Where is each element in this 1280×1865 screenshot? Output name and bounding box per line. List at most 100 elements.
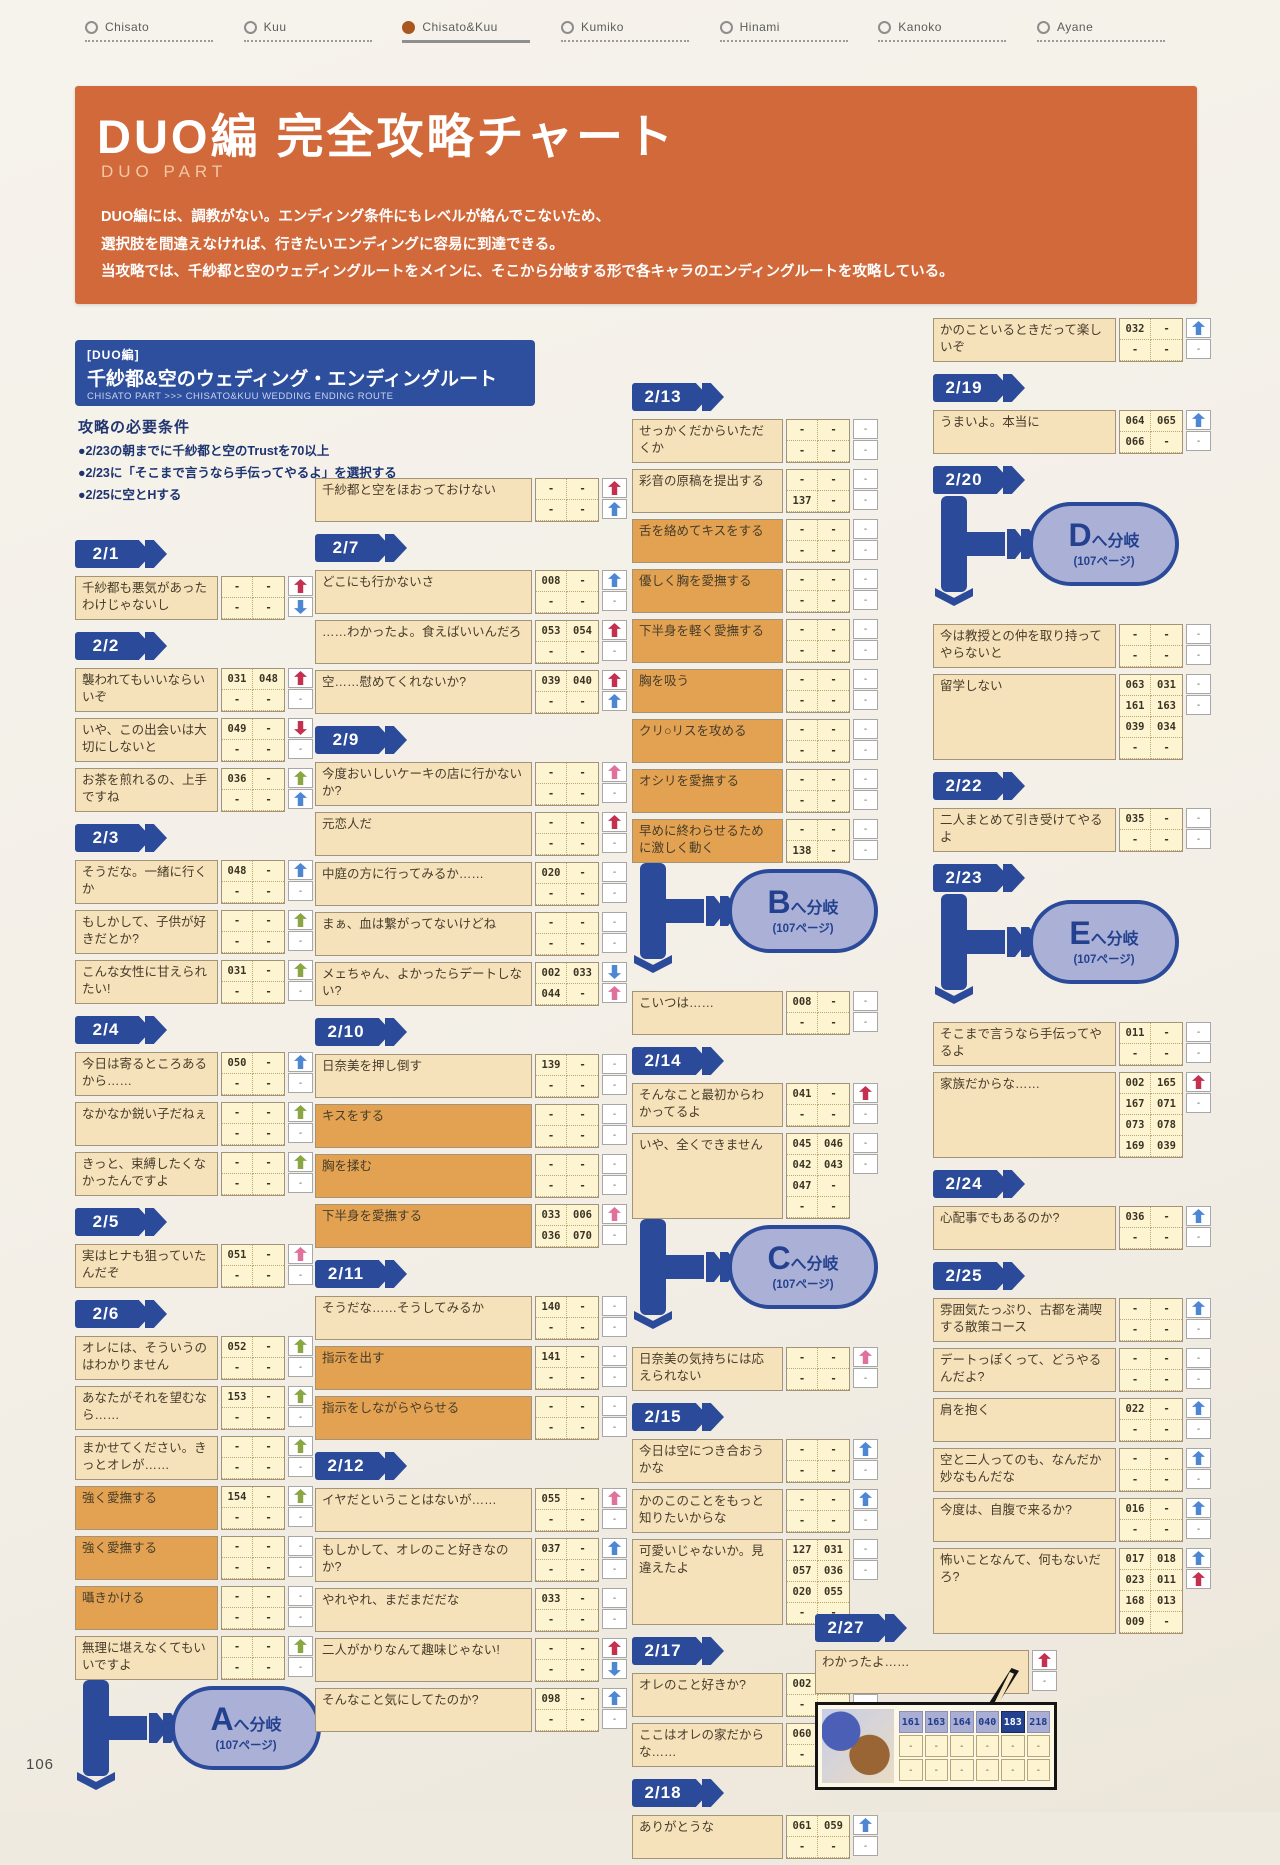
- choice-value-grid: ----: [786, 619, 850, 663]
- date-header: 2/19: [933, 374, 1211, 402]
- value-cell: -: [818, 1837, 849, 1858]
- value-cell: -: [1151, 1449, 1182, 1470]
- value-cell: -: [787, 1440, 818, 1461]
- value-cell: -: [818, 420, 849, 441]
- value-cell: -: [818, 570, 849, 591]
- choice-value-grid: ----: [535, 912, 599, 956]
- choice-row: 日奈美の気持ちには応えられない - - - - -: [632, 1347, 878, 1391]
- page-number: 106: [26, 1756, 55, 1773]
- value-cell: -: [1120, 1520, 1151, 1541]
- blue-up-arrow-icon: [1192, 1401, 1205, 1415]
- date-header: 2/1: [75, 540, 313, 568]
- arrow-cell: [1186, 1569, 1211, 1589]
- date-header: 2/23: [933, 864, 1211, 892]
- choice-row: そこまで言うなら手伝ってやるよ 011- - - - -: [933, 1022, 1211, 1066]
- arrow-dash-cell: -: [853, 1836, 878, 1856]
- flow-column: 2/1 千紗都も悪気があったわけじゃないし - - - -2/2 襲われてもいいならいいぞ 0…: [75, 540, 321, 1808]
- value-cell: 066: [1120, 432, 1151, 453]
- trust-arrow-column: -: [288, 960, 313, 1004]
- date-label: 2/12: [315, 1452, 377, 1480]
- value-cell: -: [787, 670, 818, 691]
- value-cell: -: [222, 740, 253, 761]
- value-cell: 002: [787, 1674, 818, 1695]
- value-cell: 033: [536, 1589, 567, 1610]
- route-title-box: [DUO編] 千紗都&空のウェディング・エンディングルート CHISATO PA…: [75, 340, 535, 406]
- value-cell: -: [787, 770, 818, 791]
- choice-row: 千紗都と空をほおっておけない - - - -: [315, 478, 627, 522]
- trust-arrow-column: --: [602, 912, 627, 956]
- value-cell: 052: [222, 1337, 253, 1358]
- empty-scene-cell: -: [950, 1759, 974, 1781]
- ending-scene-box: 161 163 164 040 183 218- - - - - - - - - - - -: [815, 1702, 1057, 1790]
- date-label: 2/24: [933, 1170, 995, 1198]
- trust-arrow-column: -: [288, 910, 313, 954]
- value-cell: -: [253, 690, 284, 711]
- value-cell: 046: [818, 1134, 849, 1155]
- blue-up-arrow-icon: [1192, 1451, 1205, 1465]
- value-cell: -: [536, 642, 567, 663]
- value-cell: -: [818, 641, 849, 662]
- chevron-right-icon: [885, 1614, 907, 1642]
- value-cell: 169: [1120, 1136, 1151, 1157]
- trust-arrow-column: -: [602, 570, 627, 614]
- choice-row: そうだな。一緒に行くか 048- - - -: [75, 860, 313, 904]
- tab-label: Ayane: [1056, 20, 1094, 34]
- choice-row: こんな女性に甘えられたい! 031- - - -: [75, 960, 313, 1004]
- arrow-dash-cell: -: [1186, 1369, 1211, 1389]
- trust-arrow-column: --: [288, 1586, 313, 1630]
- choice-text: 無理に堪えなくてもいいですよ: [75, 1636, 218, 1680]
- condition-item: ●2/25に空とHする: [78, 488, 182, 502]
- value-cell: -: [253, 598, 284, 619]
- branch-suffix: へ分岐: [790, 1256, 839, 1273]
- arrow-dash-cell: -: [602, 1317, 627, 1337]
- value-cell: -: [818, 620, 849, 641]
- value-cell: -: [1120, 646, 1151, 667]
- branch-page-ref: (107ページ): [772, 1279, 834, 1291]
- choice-text: そうだな……そうしてみるか: [315, 1296, 532, 1340]
- empty-scene-cell: -: [899, 1759, 923, 1781]
- value-cell: -: [253, 1487, 284, 1508]
- date-label: 2/23: [933, 864, 995, 892]
- value-cell: -: [222, 1153, 253, 1174]
- chevron-right-icon: [1003, 1170, 1025, 1198]
- red-up-arrow-icon: [608, 673, 621, 687]
- choice-row: 家族だからな…… 002 165 167 071 073 078 169 039-: [933, 1072, 1211, 1158]
- choice-value-grid: - -137-: [786, 469, 850, 513]
- intro-line: DUO編には、調教がない。エンディング条件にもレベルが絡んでこないため、: [101, 209, 610, 225]
- choice-row: 怖いことなんて、何もないだろ? 017 018 023 011 168 013 009-: [933, 1548, 1211, 1634]
- value-cell: -: [567, 763, 598, 784]
- arrow-cell: [288, 910, 313, 930]
- value-cell: -: [536, 1660, 567, 1681]
- arrow-dash-cell: -: [602, 1709, 627, 1729]
- arrow-cell: [1186, 1206, 1211, 1226]
- value-cell: 057: [787, 1561, 818, 1582]
- value-cell: -: [1151, 1420, 1182, 1441]
- pink-up-arrow-icon: [608, 1491, 621, 1505]
- chevron-right-icon: [702, 1047, 724, 1075]
- value-cell: 032: [1120, 319, 1151, 340]
- value-cell: -: [1120, 1044, 1151, 1065]
- value-cell: -: [1120, 340, 1151, 361]
- arrow-dash-cell: -: [853, 1460, 878, 1480]
- value-cell: 048: [253, 669, 284, 690]
- value-cell: -: [253, 1587, 284, 1608]
- value-cell: -: [536, 763, 567, 784]
- choice-row: こいつは…… 008- - - - -: [632, 991, 878, 1035]
- trust-arrow-column: -: [288, 718, 313, 762]
- value-cell: -: [222, 1103, 253, 1124]
- value-cell: -: [818, 520, 849, 541]
- value-cell: 061: [787, 1816, 818, 1837]
- blue-up-arrow-icon: [859, 1818, 872, 1832]
- arrow-cell: [853, 1489, 878, 1509]
- tab-dot-icon: [560, 20, 574, 34]
- value-cell: -: [1151, 1207, 1182, 1228]
- date-header: 2/5: [75, 1208, 313, 1236]
- choice-text: ……わかったよ。食えばいいんだろ: [315, 620, 532, 664]
- value-cell: 070: [567, 1226, 598, 1247]
- arrow-dash-cell: -: [288, 1557, 313, 1577]
- choice-value-grid: 048- - -: [221, 860, 285, 904]
- choice-value-grid: ----: [221, 1102, 285, 1146]
- value-cell: -: [253, 1658, 284, 1679]
- value-cell: -: [567, 571, 598, 592]
- value-cell: -: [567, 813, 598, 834]
